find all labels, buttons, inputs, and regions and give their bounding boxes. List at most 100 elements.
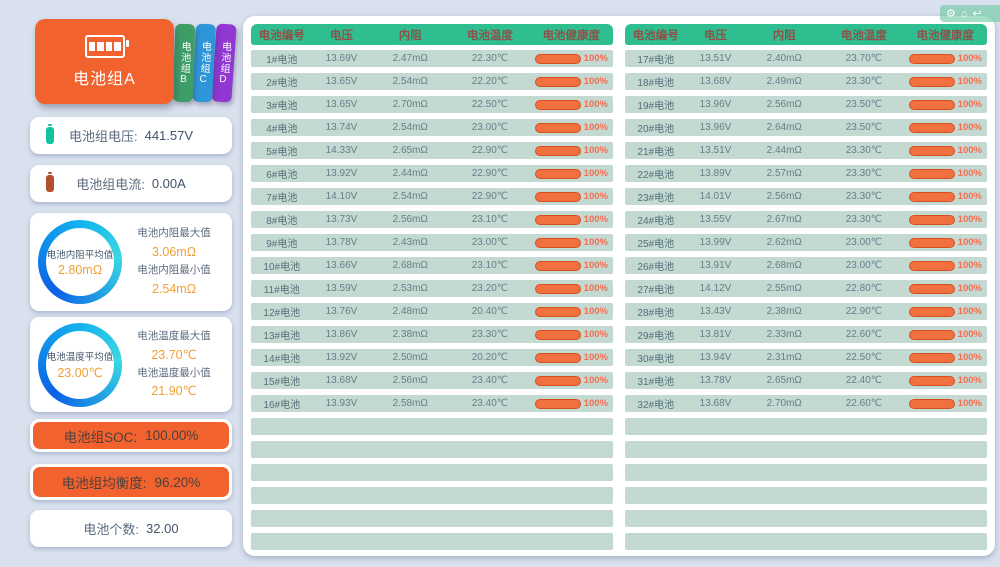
health-bar-icon	[534, 375, 581, 386]
soc-label: 电池组SOC:	[63, 429, 138, 445]
health-bar-icon	[534, 76, 581, 87]
table-row: 21#电池 13.51V 2.44mΩ 23.30℃ 100%	[625, 142, 987, 159]
cell-voltage: 13.74V	[325, 122, 358, 133]
cell-health: 100%	[904, 191, 987, 202]
battery-id: 26#电池	[637, 262, 675, 273]
battery-id: 21#电池	[637, 147, 675, 158]
cell-temperature: 23.30℃	[845, 76, 882, 87]
table-row: 12#电池 13.76V 2.48mΩ 20.40℃ 100%	[251, 303, 613, 320]
battery-id: 1#电池	[266, 55, 298, 66]
column-header: 内阻	[772, 29, 796, 42]
health-percent: 100%	[957, 329, 982, 340]
table-row: 16#电池 13.93V 2.58mΩ 23.40℃ 100%	[251, 395, 613, 412]
resistance-avg-value: 2.80mΩ	[57, 263, 103, 277]
cell-health: 100%	[904, 99, 987, 110]
cell-resistance: 2.58mΩ	[392, 398, 428, 409]
cell-voltage: 13.65V	[325, 99, 358, 110]
table-row-empty	[625, 441, 987, 458]
pack-current-label: 电池组电流:	[76, 177, 145, 192]
temperature-max-value: 23.70℃	[151, 347, 197, 362]
health-bar-icon	[908, 237, 955, 248]
back-icon[interactable]: ↩	[972, 8, 982, 20]
table-row: 32#电池 13.68V 2.70mΩ 22.60℃ 100%	[625, 395, 987, 412]
cell-temperature: 20.40℃	[471, 306, 508, 317]
cell-resistance: 2.47mΩ	[392, 53, 428, 64]
health-bar-icon	[908, 375, 955, 386]
cell-resistance: 2.56mΩ	[766, 99, 802, 110]
health-bar-icon	[908, 168, 955, 179]
table-row: 13#电池 13.86V 2.38mΩ 23.30℃ 100%	[251, 326, 613, 343]
cell-temperature: 23.50℃	[845, 122, 882, 133]
cell-health: 100%	[530, 237, 613, 248]
table-row: 28#电池 13.43V 2.38mΩ 22.90℃ 100%	[625, 303, 987, 320]
tab-battery-group-a[interactable]: 电池组A	[35, 19, 174, 104]
health-bar-icon	[534, 191, 581, 202]
battery-id: 12#电池	[263, 308, 301, 319]
cell-resistance: 2.43mΩ	[392, 237, 428, 248]
health-bar-icon	[908, 145, 955, 156]
battery-id: 14#电池	[263, 354, 301, 365]
cell-resistance: 2.70mΩ	[392, 99, 428, 110]
health-percent: 100%	[583, 122, 608, 133]
health-percent: 100%	[583, 145, 608, 156]
cell-resistance: 2.54mΩ	[392, 122, 428, 133]
battery-id: 22#电池	[637, 170, 675, 181]
cell-resistance: 2.64mΩ	[766, 122, 802, 133]
cell-voltage: 13.55V	[699, 214, 732, 225]
health-bar-icon	[908, 398, 955, 409]
table-row: 26#电池 13.91V 2.68mΩ 23.00℃ 100%	[625, 257, 987, 274]
cell-health: 100%	[530, 398, 613, 409]
cell-health: 100%	[904, 398, 987, 409]
column-header: 电池健康度	[916, 29, 975, 42]
cell-temperature: 23.50℃	[845, 99, 882, 110]
resistance-min-value: 2.54mΩ	[151, 281, 197, 296]
cell-resistance: 2.70mΩ	[766, 398, 802, 409]
battery-id: 8#电池	[266, 216, 298, 227]
temperature-gauge-card: 电池温度平均值 23.00℃ 电池温度最大值 23.70℃ 电池温度最小值 21…	[30, 317, 232, 412]
cell-temperature: 22.80℃	[845, 283, 882, 294]
health-bar-icon	[534, 145, 581, 156]
cell-voltage: 13.92V	[325, 168, 358, 179]
table-row: 17#电池 13.51V 2.40mΩ 23.70℃ 100%	[625, 50, 987, 67]
health-bar-icon	[534, 214, 581, 225]
tab-battery-group-b[interactable]: 电池组B	[172, 23, 196, 103]
cell-health: 100%	[530, 329, 613, 340]
cell-health: 100%	[530, 352, 613, 363]
cell-resistance: 2.65mΩ	[766, 375, 802, 386]
column-header: 电池健康度	[542, 29, 601, 42]
health-percent: 100%	[957, 191, 982, 202]
pack-voltage-value: 441.57V	[144, 128, 194, 143]
battery-vertical-icon	[46, 124, 54, 144]
column-header: 电压	[703, 29, 727, 42]
cell-temperature: 23.00℃	[845, 237, 882, 248]
health-bar-icon	[534, 99, 581, 110]
table-row: 5#电池 14.33V 2.65mΩ 22.90℃ 100%	[251, 142, 613, 159]
cell-temperature: 23.00℃	[471, 237, 508, 248]
cell-temperature: 23.10℃	[471, 214, 508, 225]
cell-voltage: 13.59V	[325, 283, 358, 294]
health-bar-icon	[908, 122, 955, 133]
table-row-empty	[625, 464, 987, 481]
cell-voltage: 13.92V	[325, 352, 358, 363]
cell-voltage: 13.69V	[325, 53, 358, 64]
cell-temperature: 22.90℃	[471, 191, 508, 202]
cell-temperature: 23.30℃	[845, 191, 882, 202]
battery-id: 29#电池	[637, 331, 675, 342]
battery-id: 20#电池	[637, 124, 675, 135]
pack-current-card: 电池组电流: 0.00A	[30, 165, 232, 202]
cell-voltage: 13.94V	[699, 352, 732, 363]
pack-current-value: 0.00A	[151, 176, 186, 191]
tab-battery-group-c[interactable]: 电池组C	[191, 23, 217, 103]
battery-id: 4#电池	[266, 124, 298, 135]
home-icon[interactable]: ⌂	[960, 7, 968, 20]
cell-resistance: 2.65mΩ	[392, 145, 428, 156]
resistance-avg-label: 电池内阻平均值	[46, 250, 114, 261]
soc-card: 电池组SOC: 100.00%	[30, 419, 232, 452]
health-bar-icon	[534, 306, 581, 317]
health-percent: 100%	[583, 283, 608, 294]
health-percent: 100%	[957, 237, 982, 248]
cell-temperature: 23.30℃	[845, 214, 882, 225]
settings-icon[interactable]: ⚙	[946, 8, 956, 20]
column-header: 电池编号	[258, 29, 305, 42]
cell-voltage: 13.93V	[325, 398, 358, 409]
